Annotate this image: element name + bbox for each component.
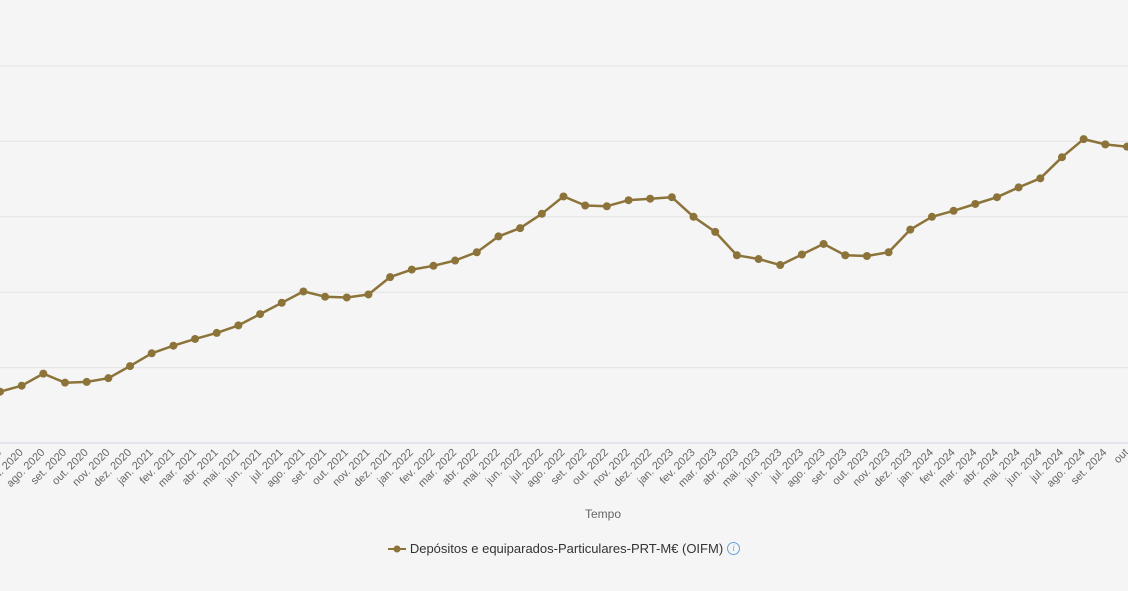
data-point[interactable] xyxy=(0,387,4,396)
data-point[interactable] xyxy=(689,212,698,221)
data-point[interactable] xyxy=(234,321,243,330)
data-point[interactable] xyxy=(624,196,633,205)
series-layer xyxy=(0,135,1128,396)
legend-series-symbol xyxy=(387,545,406,552)
data-point[interactable] xyxy=(776,261,785,270)
data-point[interactable] xyxy=(1014,183,1023,192)
data-point[interactable] xyxy=(754,255,763,264)
data-point[interactable] xyxy=(321,292,330,301)
data-point[interactable] xyxy=(1057,153,1066,162)
data-point[interactable] xyxy=(61,378,70,387)
x-tick-label: 20 xyxy=(0,447,4,464)
legend-item-depositos[interactable]: Depósitos e equiparados-Particulares-PRT… xyxy=(387,541,741,556)
data-point[interactable] xyxy=(949,206,958,215)
data-point[interactable] xyxy=(1123,142,1128,151)
data-point[interactable] xyxy=(104,374,113,383)
data-point[interactable] xyxy=(862,252,871,261)
data-point[interactable] xyxy=(299,287,308,296)
series-line xyxy=(0,137,1128,393)
data-point[interactable] xyxy=(992,193,1001,202)
data-point[interactable] xyxy=(927,212,936,221)
grid-lines xyxy=(0,65,1128,369)
data-point[interactable] xyxy=(559,192,568,201)
data-point[interactable] xyxy=(191,334,200,343)
data-point[interactable] xyxy=(364,290,373,299)
x-axis-title: Tempo xyxy=(585,507,621,521)
data-point[interactable] xyxy=(797,250,806,259)
data-point[interactable] xyxy=(711,227,720,236)
data-point[interactable] xyxy=(429,261,438,270)
data-point[interactable] xyxy=(732,251,741,260)
data-point[interactable] xyxy=(841,251,850,260)
data-point[interactable] xyxy=(82,377,91,386)
x-tick-label: out xyxy=(1112,447,1128,466)
data-point[interactable] xyxy=(1101,140,1110,149)
data-point[interactable] xyxy=(17,381,26,390)
data-point[interactable] xyxy=(1036,174,1045,183)
data-point[interactable] xyxy=(1079,135,1088,144)
data-point[interactable] xyxy=(581,201,590,210)
data-point[interactable] xyxy=(494,232,503,241)
data-point[interactable] xyxy=(169,341,178,350)
data-point[interactable] xyxy=(147,349,156,358)
data-point[interactable] xyxy=(516,224,525,233)
data-point[interactable] xyxy=(451,256,460,265)
data-point[interactable] xyxy=(342,293,351,302)
data-point[interactable] xyxy=(884,248,893,257)
data-point[interactable] xyxy=(256,310,265,319)
data-point[interactable] xyxy=(646,194,655,203)
info-icon[interactable]: i xyxy=(727,542,741,555)
data-point[interactable] xyxy=(602,202,611,211)
data-point[interactable] xyxy=(667,193,676,202)
data-point[interactable] xyxy=(971,199,980,208)
data-point[interactable] xyxy=(906,225,915,234)
data-point[interactable] xyxy=(212,328,221,337)
data-point[interactable] xyxy=(819,239,828,248)
legend: Depósitos e equiparados-Particulares-PRT… xyxy=(0,541,1128,556)
legend-label: Depósitos e equiparados-Particulares-PRT… xyxy=(409,541,724,556)
data-point[interactable] xyxy=(407,265,416,274)
data-point[interactable] xyxy=(537,209,546,218)
data-point[interactable] xyxy=(386,273,395,282)
data-point[interactable] xyxy=(472,248,481,257)
data-point[interactable] xyxy=(39,369,48,378)
data-point[interactable] xyxy=(277,298,286,307)
data-point[interactable] xyxy=(126,362,135,371)
